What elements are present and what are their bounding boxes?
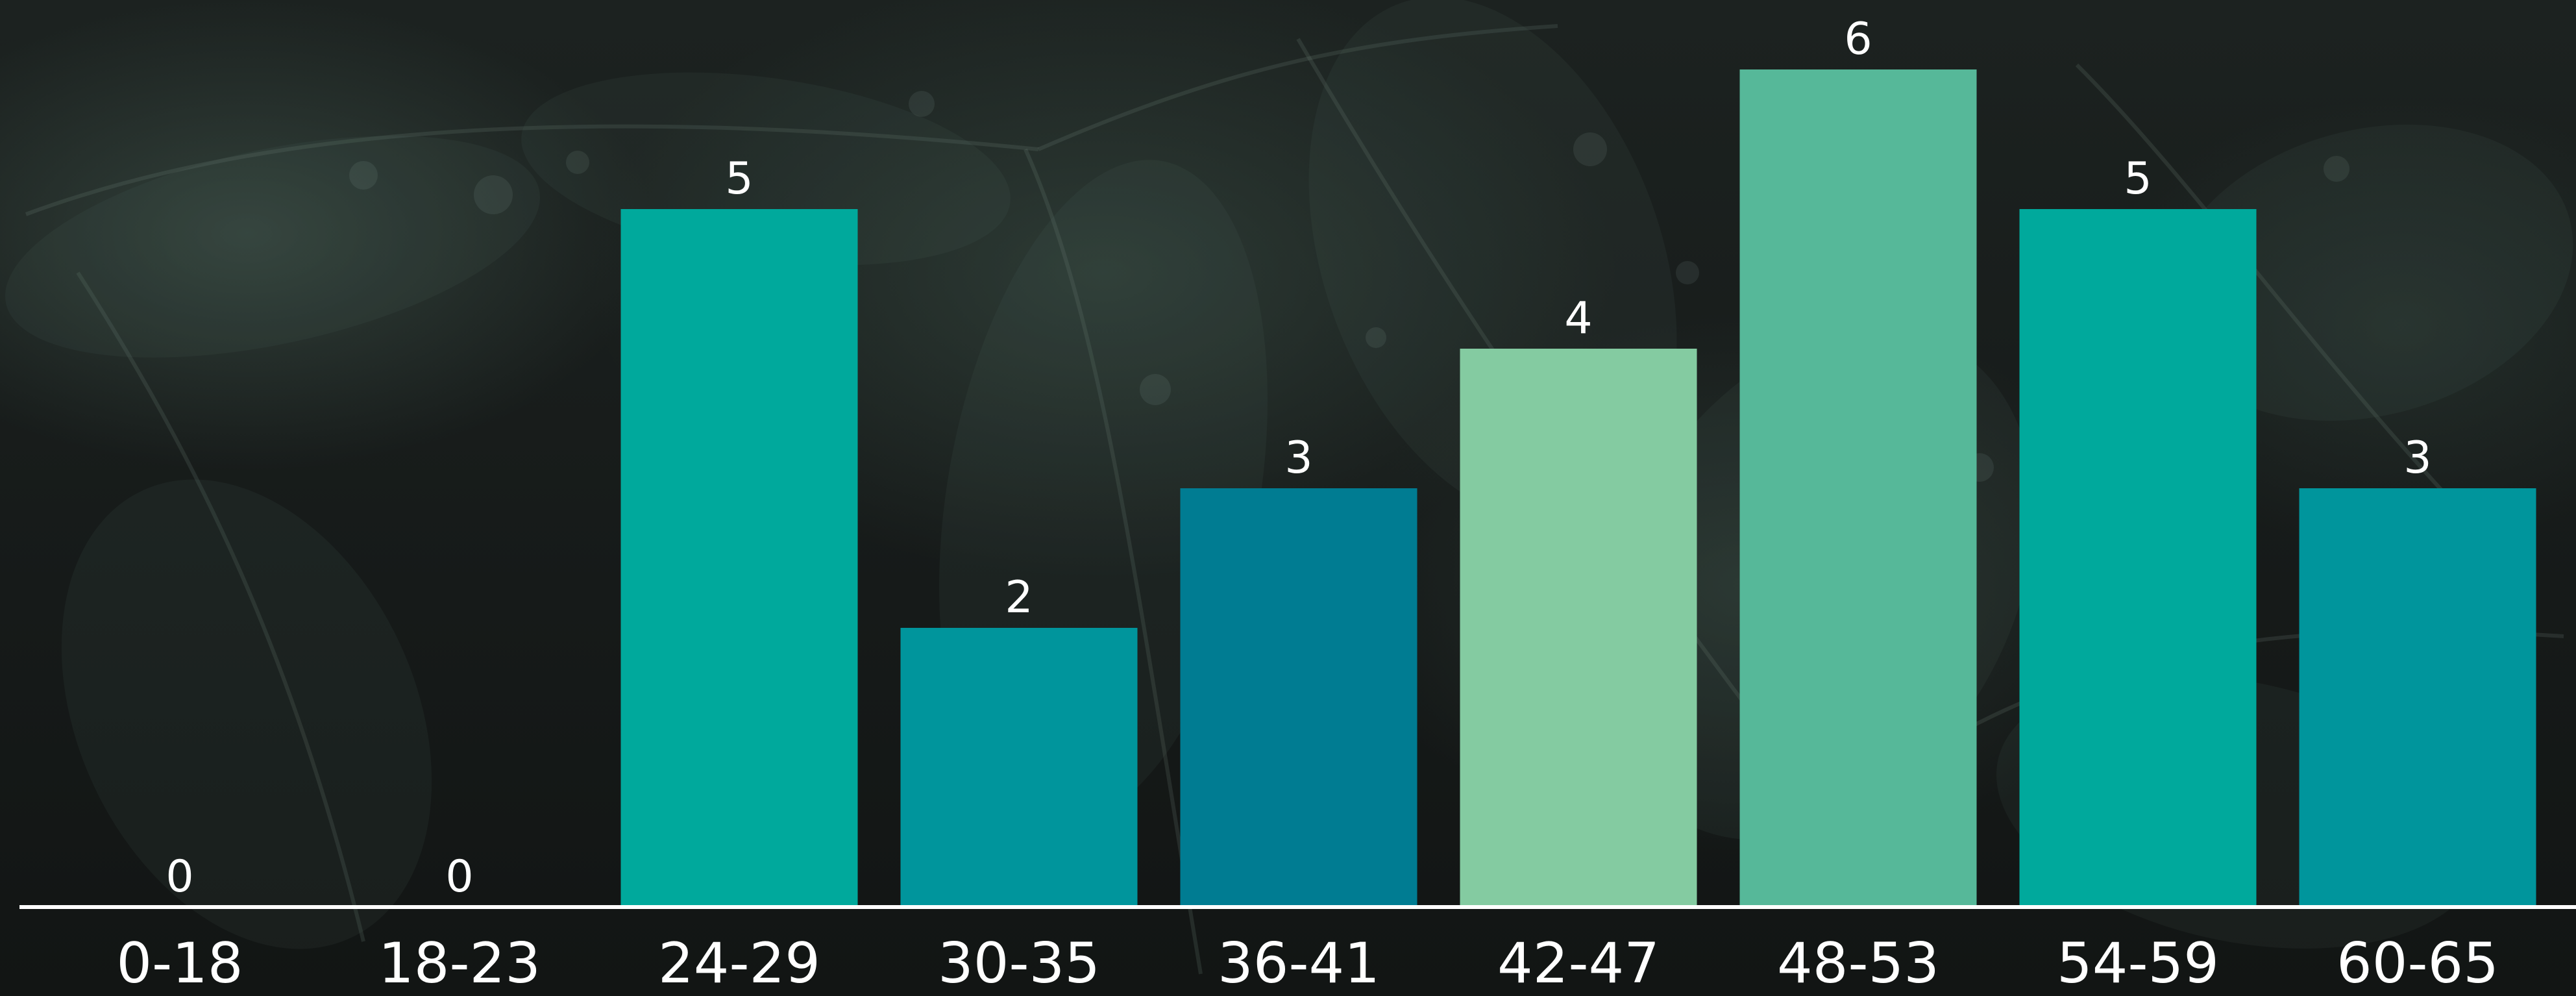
x-tick-label-24-29: 24-29 [658,931,820,996]
data-label-18-23: 0 [445,851,473,903]
bars-layer [620,69,2536,907]
x-tick-label-36-41: 36-41 [1218,931,1380,996]
bar-36-41 [1180,488,1417,907]
bar-42-47 [1460,349,1697,907]
x-tick-label-60-65: 60-65 [2337,931,2499,996]
data-labels-layer: 0 0 5 2 3 4 6 5 3 [166,14,2431,903]
x-tick-label-48-53: 48-53 [1777,931,1939,996]
bar-30-35 [900,628,1138,907]
data-label-54-59: 5 [2124,153,2152,205]
x-tick-label-30-35: 30-35 [938,931,1100,996]
data-label-30-35: 2 [1005,572,1033,623]
bar-24-29 [620,209,858,907]
data-label-24-29: 5 [725,153,753,205]
data-label-60-65: 3 [2403,432,2431,484]
bar-54-59 [2019,209,2257,907]
data-label-0-18: 0 [166,851,193,903]
data-label-48-53: 6 [1844,14,1872,65]
bar-48-53 [1739,69,1977,907]
data-label-42-47: 4 [1564,293,1592,344]
x-tick-label-0-18: 0-18 [116,931,243,996]
x-axis-tick-labels: 0-18 18-23 24-29 30-35 36-41 42-47 48-53 54-59 6… [116,931,2499,996]
x-tick-label-18-23: 18-23 [378,931,541,996]
bar-60-65 [2299,488,2536,907]
x-tick-label-42-47: 42-47 [1497,931,1660,996]
data-label-36-41: 3 [1284,432,1312,484]
x-tick-label-54-59: 54-59 [2057,931,2219,996]
